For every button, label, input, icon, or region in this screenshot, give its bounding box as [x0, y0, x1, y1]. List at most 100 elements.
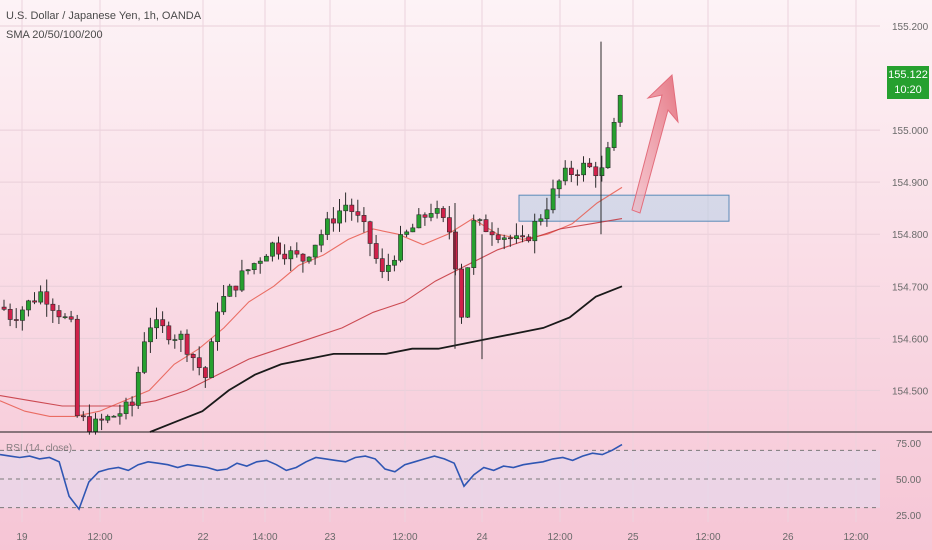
candle-down — [276, 242, 281, 255]
candle-up — [385, 264, 391, 272]
price-tick-label: 154.500 — [892, 386, 929, 397]
candle-up — [410, 227, 416, 233]
candle-down — [349, 204, 355, 212]
candle-down — [32, 300, 37, 303]
candle-down — [489, 231, 495, 236]
candle-up — [123, 401, 129, 414]
support-zone — [518, 194, 730, 222]
time-tick-label: 23 — [324, 532, 336, 543]
candle-up — [239, 270, 245, 291]
candle-up — [501, 237, 507, 240]
candle-up — [605, 147, 611, 169]
price-tick-label: 154.800 — [892, 230, 929, 241]
candle-down — [68, 316, 74, 320]
candle-down — [190, 354, 196, 359]
candle-up — [398, 234, 403, 261]
rsi-tick-label: 25.00 — [896, 511, 921, 522]
candle-up — [257, 260, 263, 264]
candle-up — [550, 188, 556, 211]
candle-down — [87, 416, 92, 432]
candle-down — [495, 234, 501, 240]
candle-up — [532, 220, 538, 242]
candle-down — [184, 333, 190, 355]
candle-up — [227, 285, 233, 297]
arrow-shape — [631, 73, 679, 214]
time-axis: 19 12:00 22 14:00 23 12:00 24 12:00 25 12:00 26 12:… — [16, 532, 869, 543]
candle-up — [215, 311, 220, 343]
candle-up — [38, 291, 44, 303]
candle-down — [367, 221, 373, 244]
candle-up — [556, 180, 562, 190]
candle-up — [581, 162, 586, 176]
time-tick-label: 12:00 — [392, 532, 417, 543]
candle-down — [422, 214, 428, 218]
time-tick-label: 25 — [627, 532, 639, 543]
candle-up — [142, 341, 147, 373]
price-tick-label: 155.200 — [892, 22, 929, 33]
candle-down — [593, 166, 599, 177]
candle-up — [105, 415, 111, 421]
candle-up — [154, 319, 159, 329]
price-tick-label: 154.600 — [892, 334, 929, 345]
candle-up — [544, 209, 550, 220]
time-tick-label: 12:00 — [87, 532, 112, 543]
candle-down — [331, 218, 336, 224]
candle-down — [355, 211, 361, 216]
candle-up — [617, 95, 623, 123]
candle-up — [93, 418, 98, 432]
time-tick-label: 12:00 — [843, 532, 868, 543]
zone-box — [518, 194, 730, 222]
chart-title: U.S. Dollar / Japanese Yen, 1h, OANDA — [6, 10, 202, 22]
candle-down — [7, 309, 13, 320]
candle-down — [507, 237, 513, 240]
price-tick-label: 155.000 — [892, 126, 929, 137]
last-price-tag: 155.122 10:20 — [887, 66, 929, 99]
candle-up — [221, 296, 227, 313]
rsi-tick-label: 75.00 — [896, 439, 921, 450]
candle-up — [148, 327, 153, 343]
candle-up — [111, 415, 117, 418]
candle-down — [56, 310, 62, 318]
forecast-arrow — [631, 73, 679, 214]
price-axis: 155.200 155.000 154.900 154.800 154.700 154.6… — [892, 22, 929, 522]
time-tick-label: 24 — [476, 532, 488, 543]
candle-up — [26, 300, 31, 311]
candle-down — [196, 357, 202, 368]
sma-line — [0, 218, 623, 407]
candle-down — [300, 253, 306, 262]
candle-up — [312, 244, 318, 258]
candle-down — [13, 319, 19, 321]
candles — [1, 41, 623, 435]
candle-down — [440, 208, 446, 218]
candle-down — [568, 167, 574, 175]
candle-up — [611, 122, 617, 148]
candle-up — [471, 220, 477, 268]
candle-up — [416, 214, 422, 229]
candle-down — [282, 253, 288, 260]
candle-up — [263, 255, 269, 262]
candle-down — [446, 217, 452, 233]
last-price: 155.122 — [888, 69, 928, 81]
candle-up — [465, 267, 471, 318]
candle-up — [477, 219, 483, 221]
candle-down — [483, 219, 489, 233]
time-tick-label: 14:00 — [252, 532, 277, 543]
candle-up — [337, 210, 342, 224]
candle-up — [599, 167, 605, 177]
candle-down — [587, 162, 593, 168]
candle-down — [459, 268, 464, 318]
candle-up — [434, 208, 440, 214]
candle-down — [361, 215, 367, 223]
candle-up — [324, 218, 330, 235]
rsi-label: RSI (14, close) — [6, 443, 73, 454]
candle-up — [178, 333, 184, 340]
candle-down — [1, 306, 7, 310]
candle-up — [117, 413, 123, 417]
candle-up — [514, 235, 519, 239]
rsi-line — [0, 443, 623, 511]
candle-up — [19, 309, 25, 321]
candle-up — [209, 341, 214, 378]
candle-down — [166, 325, 172, 341]
candle-up — [135, 372, 141, 406]
